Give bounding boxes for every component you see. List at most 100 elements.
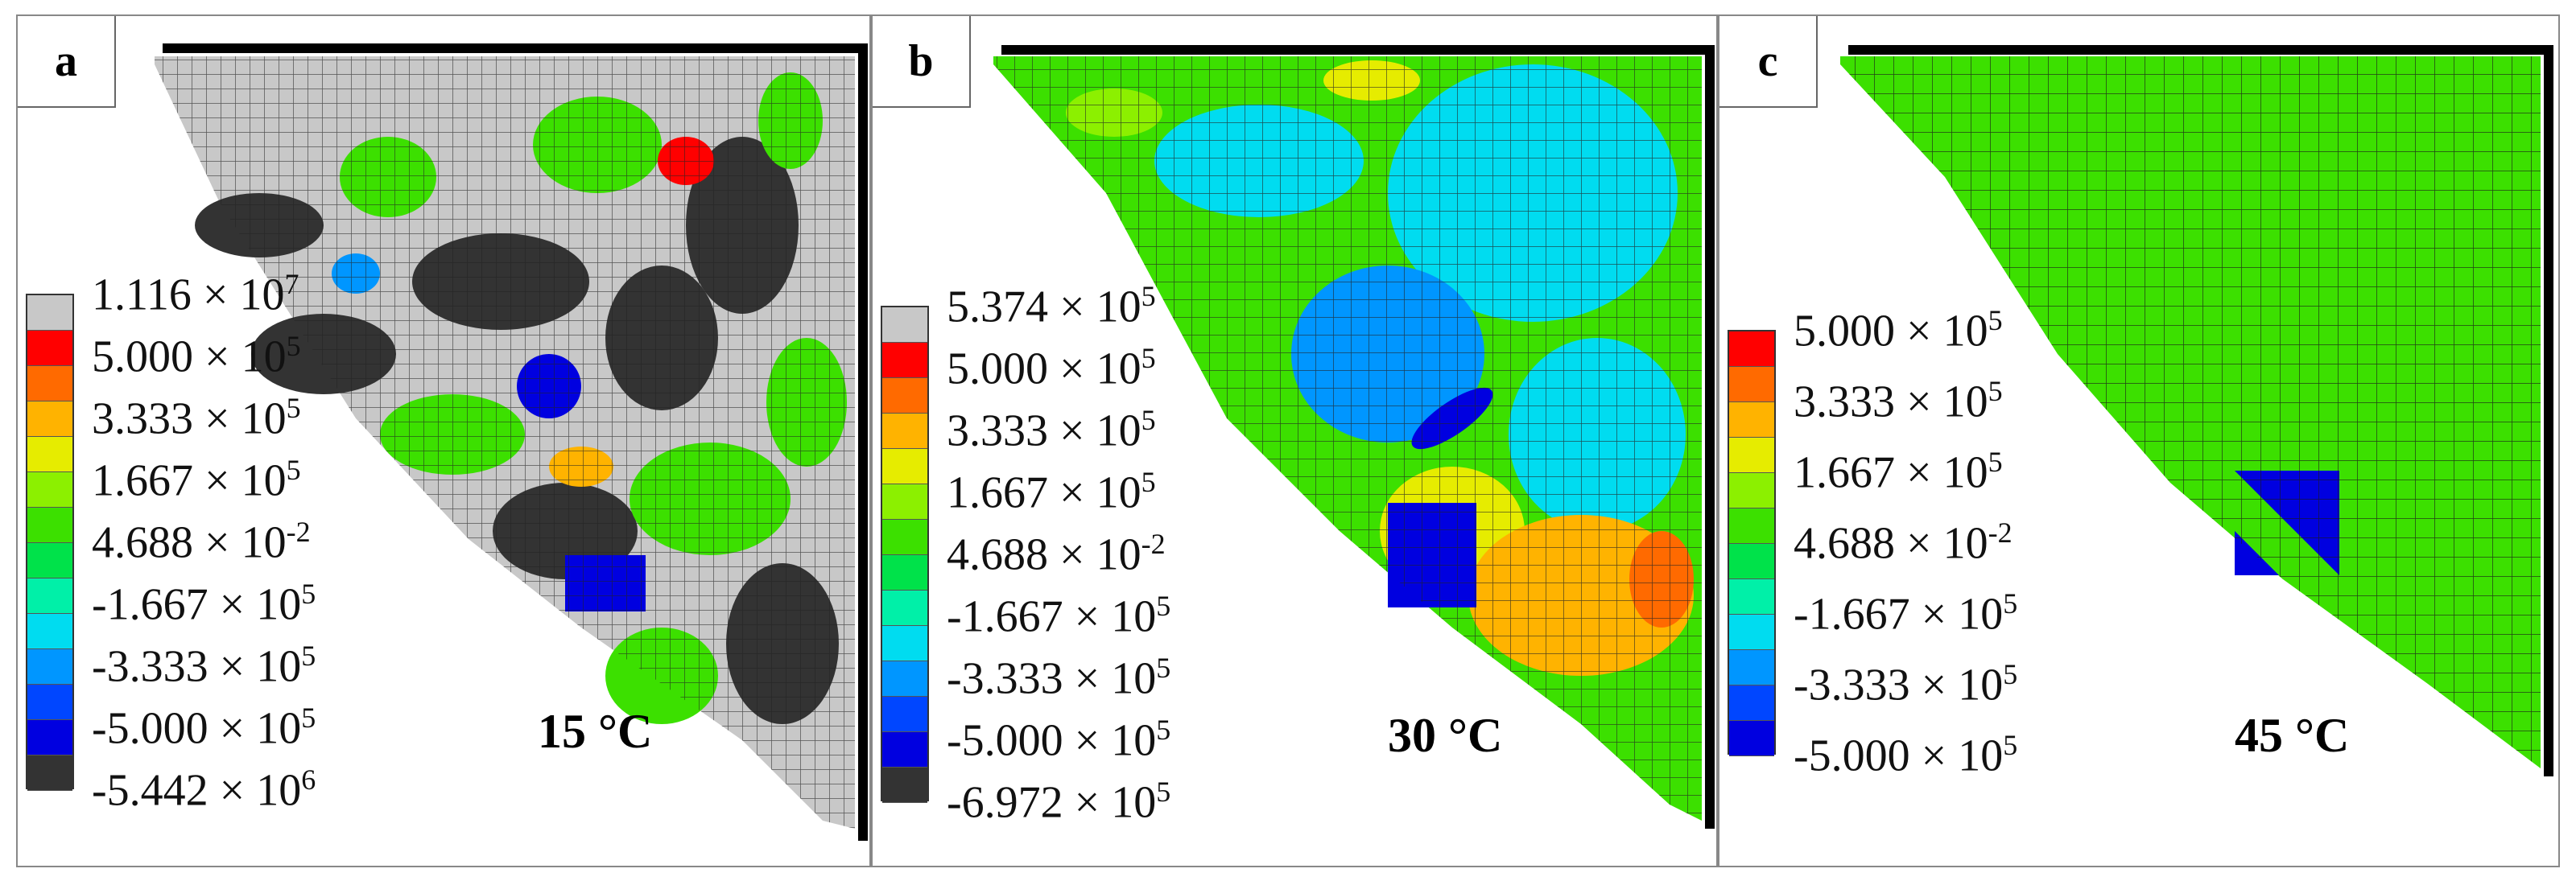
legend-label-base: -1.667 × 10 [947,591,1157,642]
legend-label: -5.442 × 106 [92,765,316,813]
legend-label-base: 5.000 × 10 [947,344,1141,394]
legend-swatch [882,591,927,626]
legend-swatch [882,484,927,520]
legend-colorbar [26,294,74,791]
legend-swatch [882,343,927,378]
legend-label-base: 1.116 × 10 [92,270,285,320]
legend-swatch [27,614,72,649]
legend-label-base: 5.000 × 10 [1794,306,1988,356]
legend-label: 3.333 × 105 [92,393,301,442]
legend-swatch [1729,331,1774,367]
legend-label-base: -5.000 × 10 [1794,731,2004,781]
legend-label: 5.000 × 105 [1794,306,2003,354]
legend-swatch [882,697,927,732]
legend-label: 4.688 × 10-2 [1794,518,2013,566]
legend-label-exponent: 5 [301,640,316,672]
legend-label-exponent: 5 [2003,587,2018,620]
legend-label: -3.333 × 105 [1794,660,2017,708]
legend-swatch [1729,544,1774,579]
legend-label-base: -5.442 × 10 [92,765,302,816]
legend-label: 1.116 × 107 [92,270,299,318]
legend-label: 1.667 × 105 [92,455,301,504]
legend-label: -1.667 × 105 [947,591,1170,640]
legend-label-exponent: 5 [1156,714,1171,746]
legend-swatch [882,520,927,555]
legend-label-exponent: 5 [1988,375,2003,407]
legend-swatch [27,366,72,401]
legend-label: -5.000 × 105 [92,703,316,751]
legend-label-exponent: -2 [1988,517,2013,549]
legend-swatch [882,768,927,803]
legend-swatch [882,661,927,697]
legend-label: 4.688 × 10-2 [92,517,311,566]
legend-label: -6.972 × 105 [947,777,1170,825]
legend-swatch [27,472,72,508]
legend-swatch [27,331,72,366]
legend-swatch [882,449,927,484]
legend-swatch [882,732,927,768]
panel-label: b [873,16,971,108]
legend-label-exponent: 5 [286,330,301,362]
panel-label: c [1719,16,1818,108]
legend-label-exponent: -2 [286,516,311,548]
legend-label: 1.667 × 105 [947,467,1156,516]
legend-label-base: 5.374 × 10 [947,282,1141,332]
legend-label-base: -1.667 × 10 [1794,589,2004,640]
legend-swatch [27,685,72,720]
legend-label-exponent: 5 [286,392,301,424]
legend-label-base: 4.688 × 10 [947,529,1141,580]
legend-label-exponent: 5 [301,578,316,610]
temperature-label: 45 °C [2235,709,2350,762]
legend-label: -5.000 × 105 [947,715,1170,764]
legend-colorbar [1728,330,1776,756]
legend-swatch [27,437,72,472]
legend-swatch [27,649,72,685]
legend-swatch [27,720,72,755]
legend-swatch [882,555,927,591]
legend-label-base: 3.333 × 10 [92,393,287,444]
legend-swatch [1729,579,1774,615]
temperature-label: 15 °C [538,705,653,758]
legend-label-base: -3.333 × 10 [92,641,302,692]
legend-swatch [27,755,72,791]
legend-swatch [1729,367,1774,402]
temperature-label: 30 °C [1388,709,1503,762]
legend-label-base: -6.972 × 10 [947,777,1157,828]
legend-label-exponent: 5 [1141,404,1156,436]
legend-label: 5.374 × 105 [947,282,1156,330]
legend-label-base: 1.667 × 10 [92,455,287,506]
legend-swatch [27,508,72,543]
legend-swatch [27,295,72,331]
legend-label: 1.667 × 105 [1794,447,2003,496]
legend-label-base: -3.333 × 10 [947,653,1157,704]
legend-label-base: 3.333 × 10 [947,406,1141,456]
legend-label-exponent: 5 [1988,446,2003,478]
legend-swatch [27,543,72,578]
legend-label-exponent: 5 [1988,304,2003,336]
legend-label-exponent: 5 [2003,658,2018,690]
legend-swatch [1729,721,1774,756]
legend-swatch [1729,438,1774,473]
legend-label: -1.667 × 105 [1794,589,2017,637]
legend-label-exponent: 5 [301,702,316,734]
legend-label: -3.333 × 105 [947,653,1170,702]
legend-label-exponent: 5 [1156,652,1171,684]
panel-label: a [18,16,116,108]
legend-swatch [1729,650,1774,685]
legend-swatch [1729,685,1774,721]
contour-plot-a [155,43,868,841]
legend-swatch [27,578,72,614]
legend-label-base: 3.333 × 10 [1794,377,1988,427]
legend-swatch [882,626,927,661]
legend-swatch [27,401,72,437]
legend-swatch [1729,508,1774,544]
legend-label-base: 4.688 × 10 [1794,518,1988,569]
legend-label-base: -5.000 × 10 [92,703,302,754]
legend-swatch [1729,615,1774,650]
legend-label-exponent: 5 [1156,590,1171,622]
legend-label: -5.000 × 105 [1794,731,2017,779]
legend-label-base: -5.000 × 10 [947,715,1157,766]
legend-label-base: 4.688 × 10 [92,517,287,568]
legend-label-exponent: 5 [1141,466,1156,498]
legend-label-base: 1.667 × 10 [1794,447,1988,498]
